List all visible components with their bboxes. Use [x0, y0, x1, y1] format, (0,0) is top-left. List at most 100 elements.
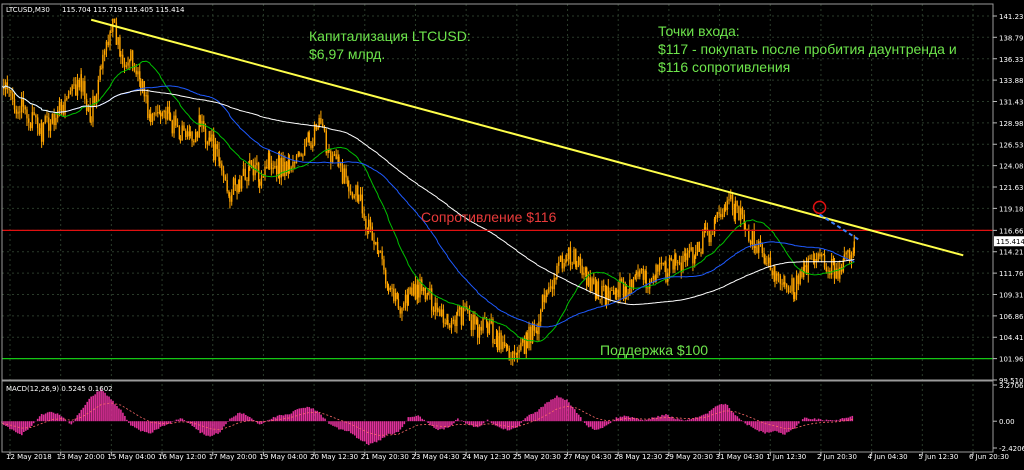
candle-body [82, 81, 84, 92]
candle-body [472, 314, 474, 331]
candle-body [424, 287, 427, 300]
y-tick-label: 106.860 [999, 313, 1024, 321]
candle-body [847, 250, 849, 253]
candle-body [310, 142, 312, 148]
candle-body [386, 283, 389, 288]
candle-body [551, 286, 554, 290]
candle-body [684, 253, 686, 256]
candle-body [238, 180, 240, 193]
candle-body [22, 98, 25, 107]
x-tick-label: 13 May 20:00 [57, 453, 105, 461]
candle-body [256, 162, 258, 166]
candle-body [751, 229, 754, 245]
candle-body [216, 144, 218, 150]
candle-body [655, 264, 657, 282]
candle-body [331, 155, 334, 163]
candle-body [181, 125, 183, 141]
candle-body [741, 208, 744, 215]
candle-body [276, 165, 278, 175]
ohlc-readout: 115.704 115.719 115.405 115.414 [62, 6, 185, 14]
candle-body [355, 185, 357, 196]
candle-body [240, 175, 243, 189]
candle-body [494, 343, 496, 345]
candle-body [597, 281, 600, 299]
candle-body [556, 265, 558, 279]
candle-body [672, 259, 674, 270]
candle-body [777, 273, 780, 276]
moving-averages [1, 60, 855, 343]
candle-body [302, 155, 304, 157]
candle-body [125, 65, 127, 67]
candle-body [78, 79, 80, 88]
candle-body [785, 284, 788, 288]
resistance-label: Сопротивление $116 [421, 209, 557, 225]
candle-body [198, 115, 200, 138]
candle-body [280, 157, 282, 178]
candle-body [323, 127, 326, 131]
candle-body [811, 258, 813, 260]
support-label: Поддержка $100 [600, 342, 709, 358]
x-tick-label: 2 Jun 20:30 [817, 453, 857, 461]
candle-body [599, 298, 601, 300]
candle-body [321, 123, 324, 128]
candle-body [133, 66, 136, 71]
candle-body [813, 259, 816, 263]
candle-body [67, 93, 70, 99]
candle-body [387, 287, 390, 291]
candle-body [581, 265, 583, 275]
candle-body [115, 22, 118, 45]
candle-body [430, 288, 433, 311]
candle-body [345, 168, 347, 178]
candle-body [776, 273, 778, 281]
candle-body [827, 270, 829, 272]
candle-body [399, 308, 401, 314]
candle-body [234, 178, 236, 185]
candle-body [713, 218, 716, 235]
candle-body [421, 279, 423, 292]
candle-body [809, 258, 811, 260]
candle-body [249, 160, 251, 168]
candle-body [476, 319, 479, 338]
candle-body [340, 162, 342, 166]
candle-body [137, 71, 139, 75]
candle-body [604, 286, 607, 306]
candle-body [771, 270, 773, 276]
candle-body [363, 213, 365, 219]
candle-body [6, 82, 9, 90]
candle-body [660, 262, 663, 264]
candle-body [397, 299, 400, 309]
candle-body [456, 312, 458, 327]
candle-body [335, 154, 337, 159]
ma-line-fast [1, 60, 855, 343]
y-tick-label: 126.530 [999, 141, 1024, 149]
candle-body [676, 262, 679, 264]
candle-body [148, 114, 151, 118]
candle-body [700, 251, 702, 254]
candle-body [422, 287, 425, 292]
candle-body [496, 336, 499, 351]
candle-body [563, 263, 565, 269]
candle-body [403, 303, 405, 308]
candle-body [784, 282, 786, 285]
candle-body [512, 351, 514, 360]
candle-body [376, 242, 379, 254]
candle-body [248, 167, 250, 182]
x-tick-label: 5 Jun 12:30 [918, 453, 958, 461]
candle-body [416, 284, 418, 300]
candle-body [690, 247, 692, 251]
candle-body [42, 123, 45, 142]
candle-body [325, 130, 327, 153]
candle-body [716, 212, 719, 218]
candle-body [601, 285, 603, 299]
candle-body [805, 265, 808, 275]
candle-body [105, 41, 108, 51]
candle-body [401, 307, 403, 314]
candle-body [685, 253, 687, 261]
entry-points-line1: $117 - покупать после пробития даунтренд… [658, 41, 957, 57]
candle-body [117, 37, 119, 45]
candle-body [292, 162, 294, 168]
candle-body [607, 286, 609, 300]
candle-body [728, 199, 730, 201]
candle-body [347, 177, 349, 187]
